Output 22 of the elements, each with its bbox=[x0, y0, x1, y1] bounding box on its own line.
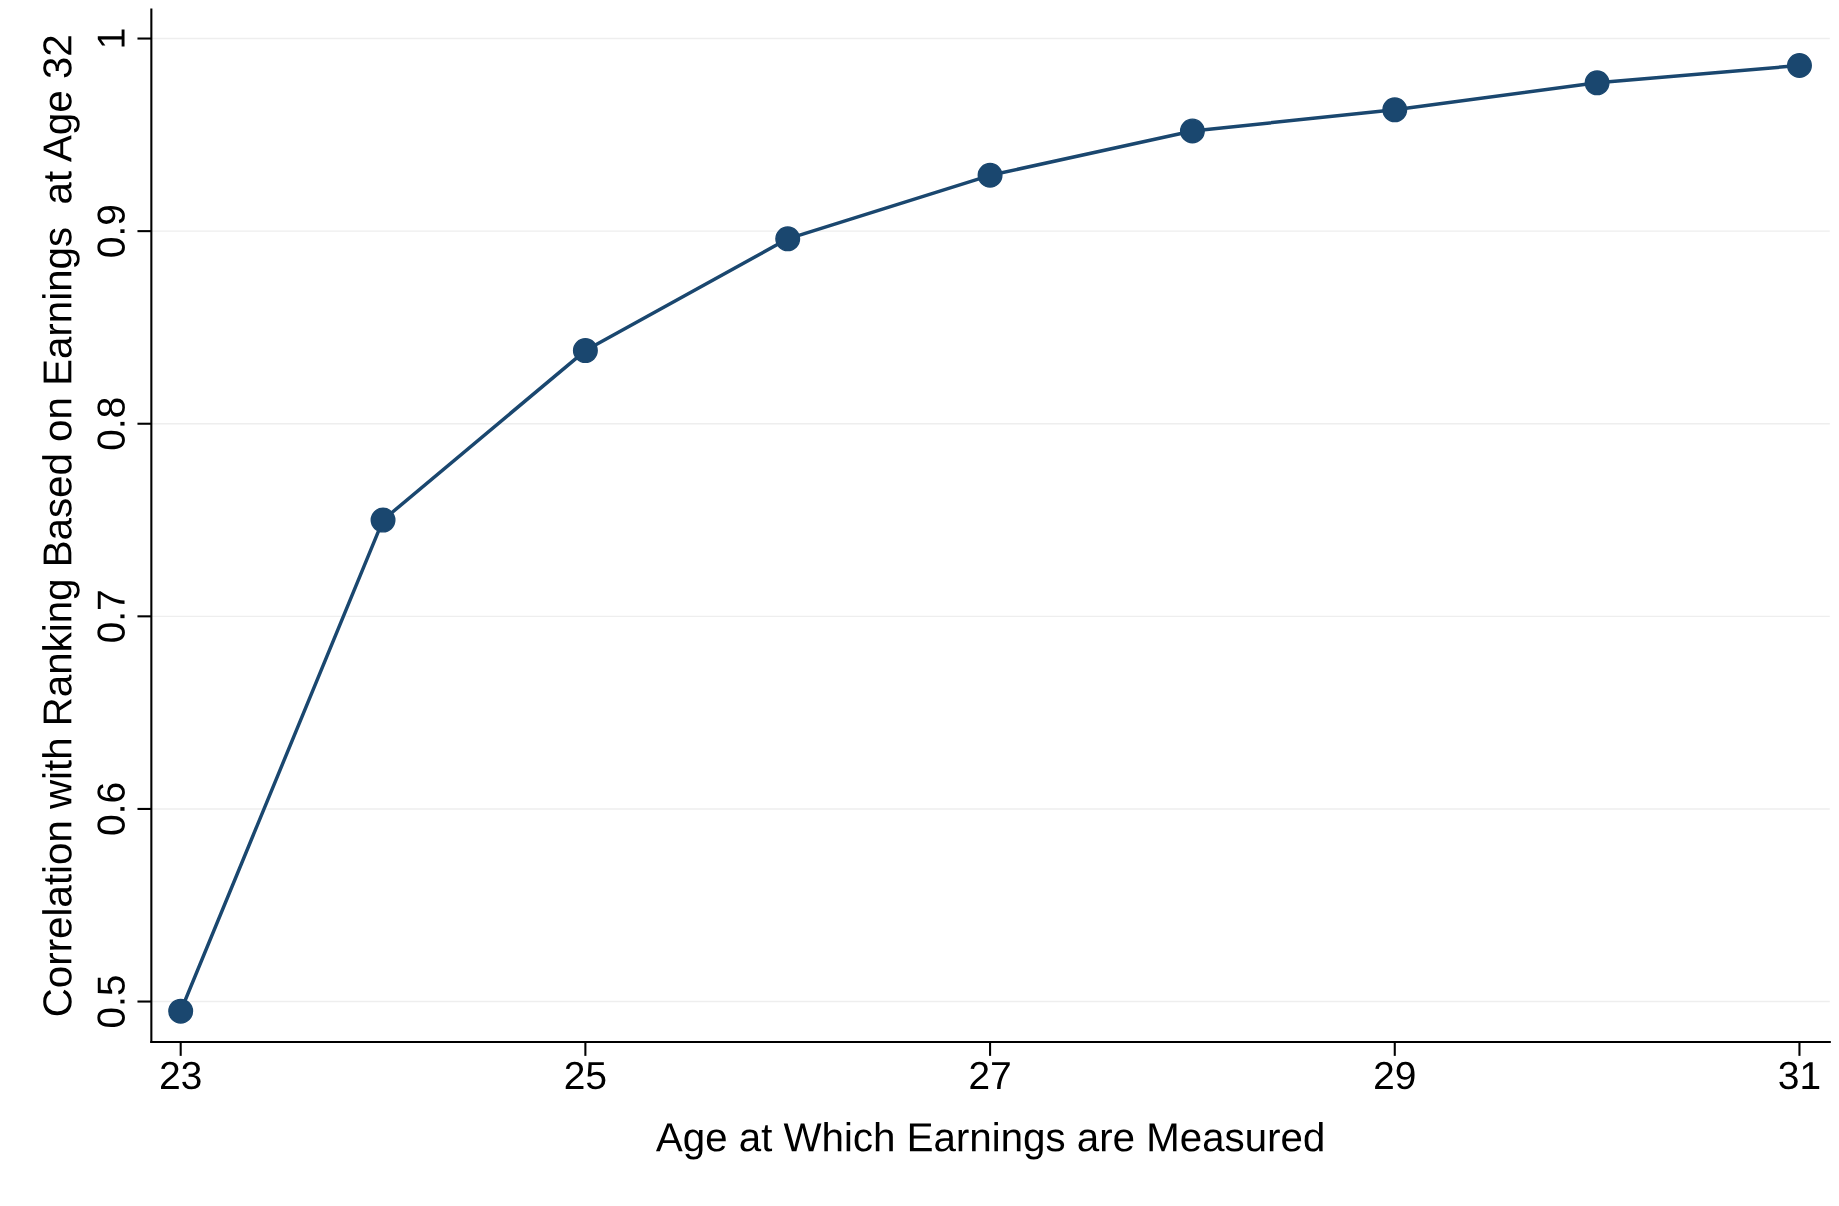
y-tick-label: 0.9 bbox=[97, 205, 125, 257]
point bbox=[1179, 118, 1205, 144]
point bbox=[977, 162, 1003, 188]
y-tick-label: 0.7 bbox=[97, 591, 125, 642]
y-tick-label: 0.6 bbox=[97, 783, 125, 835]
y-tick-label: 0.5 bbox=[97, 976, 125, 1028]
y-tick-label: 0.8 bbox=[97, 398, 125, 450]
point bbox=[1382, 97, 1408, 123]
y-axis-title: Correlation with Ranking Based on Earnings at Age 32 bbox=[42, 36, 80, 1016]
x-axis-title: Age at Which Earnings are Measured bbox=[655, 1121, 1323, 1160]
point bbox=[168, 998, 194, 1024]
point bbox=[370, 507, 396, 533]
point bbox=[572, 338, 598, 364]
y-tick-label: 1 bbox=[97, 29, 125, 47]
x-tick-label: 31 bbox=[1779, 1061, 1820, 1090]
x-tick-label: 25 bbox=[565, 1061, 606, 1090]
point bbox=[1584, 70, 1610, 96]
point bbox=[775, 226, 801, 252]
point bbox=[1786, 53, 1812, 79]
x-tick-label: 29 bbox=[1375, 1061, 1415, 1090]
x-tick-label: 27 bbox=[970, 1061, 1010, 1089]
x-tick-label: 23 bbox=[161, 1061, 201, 1090]
